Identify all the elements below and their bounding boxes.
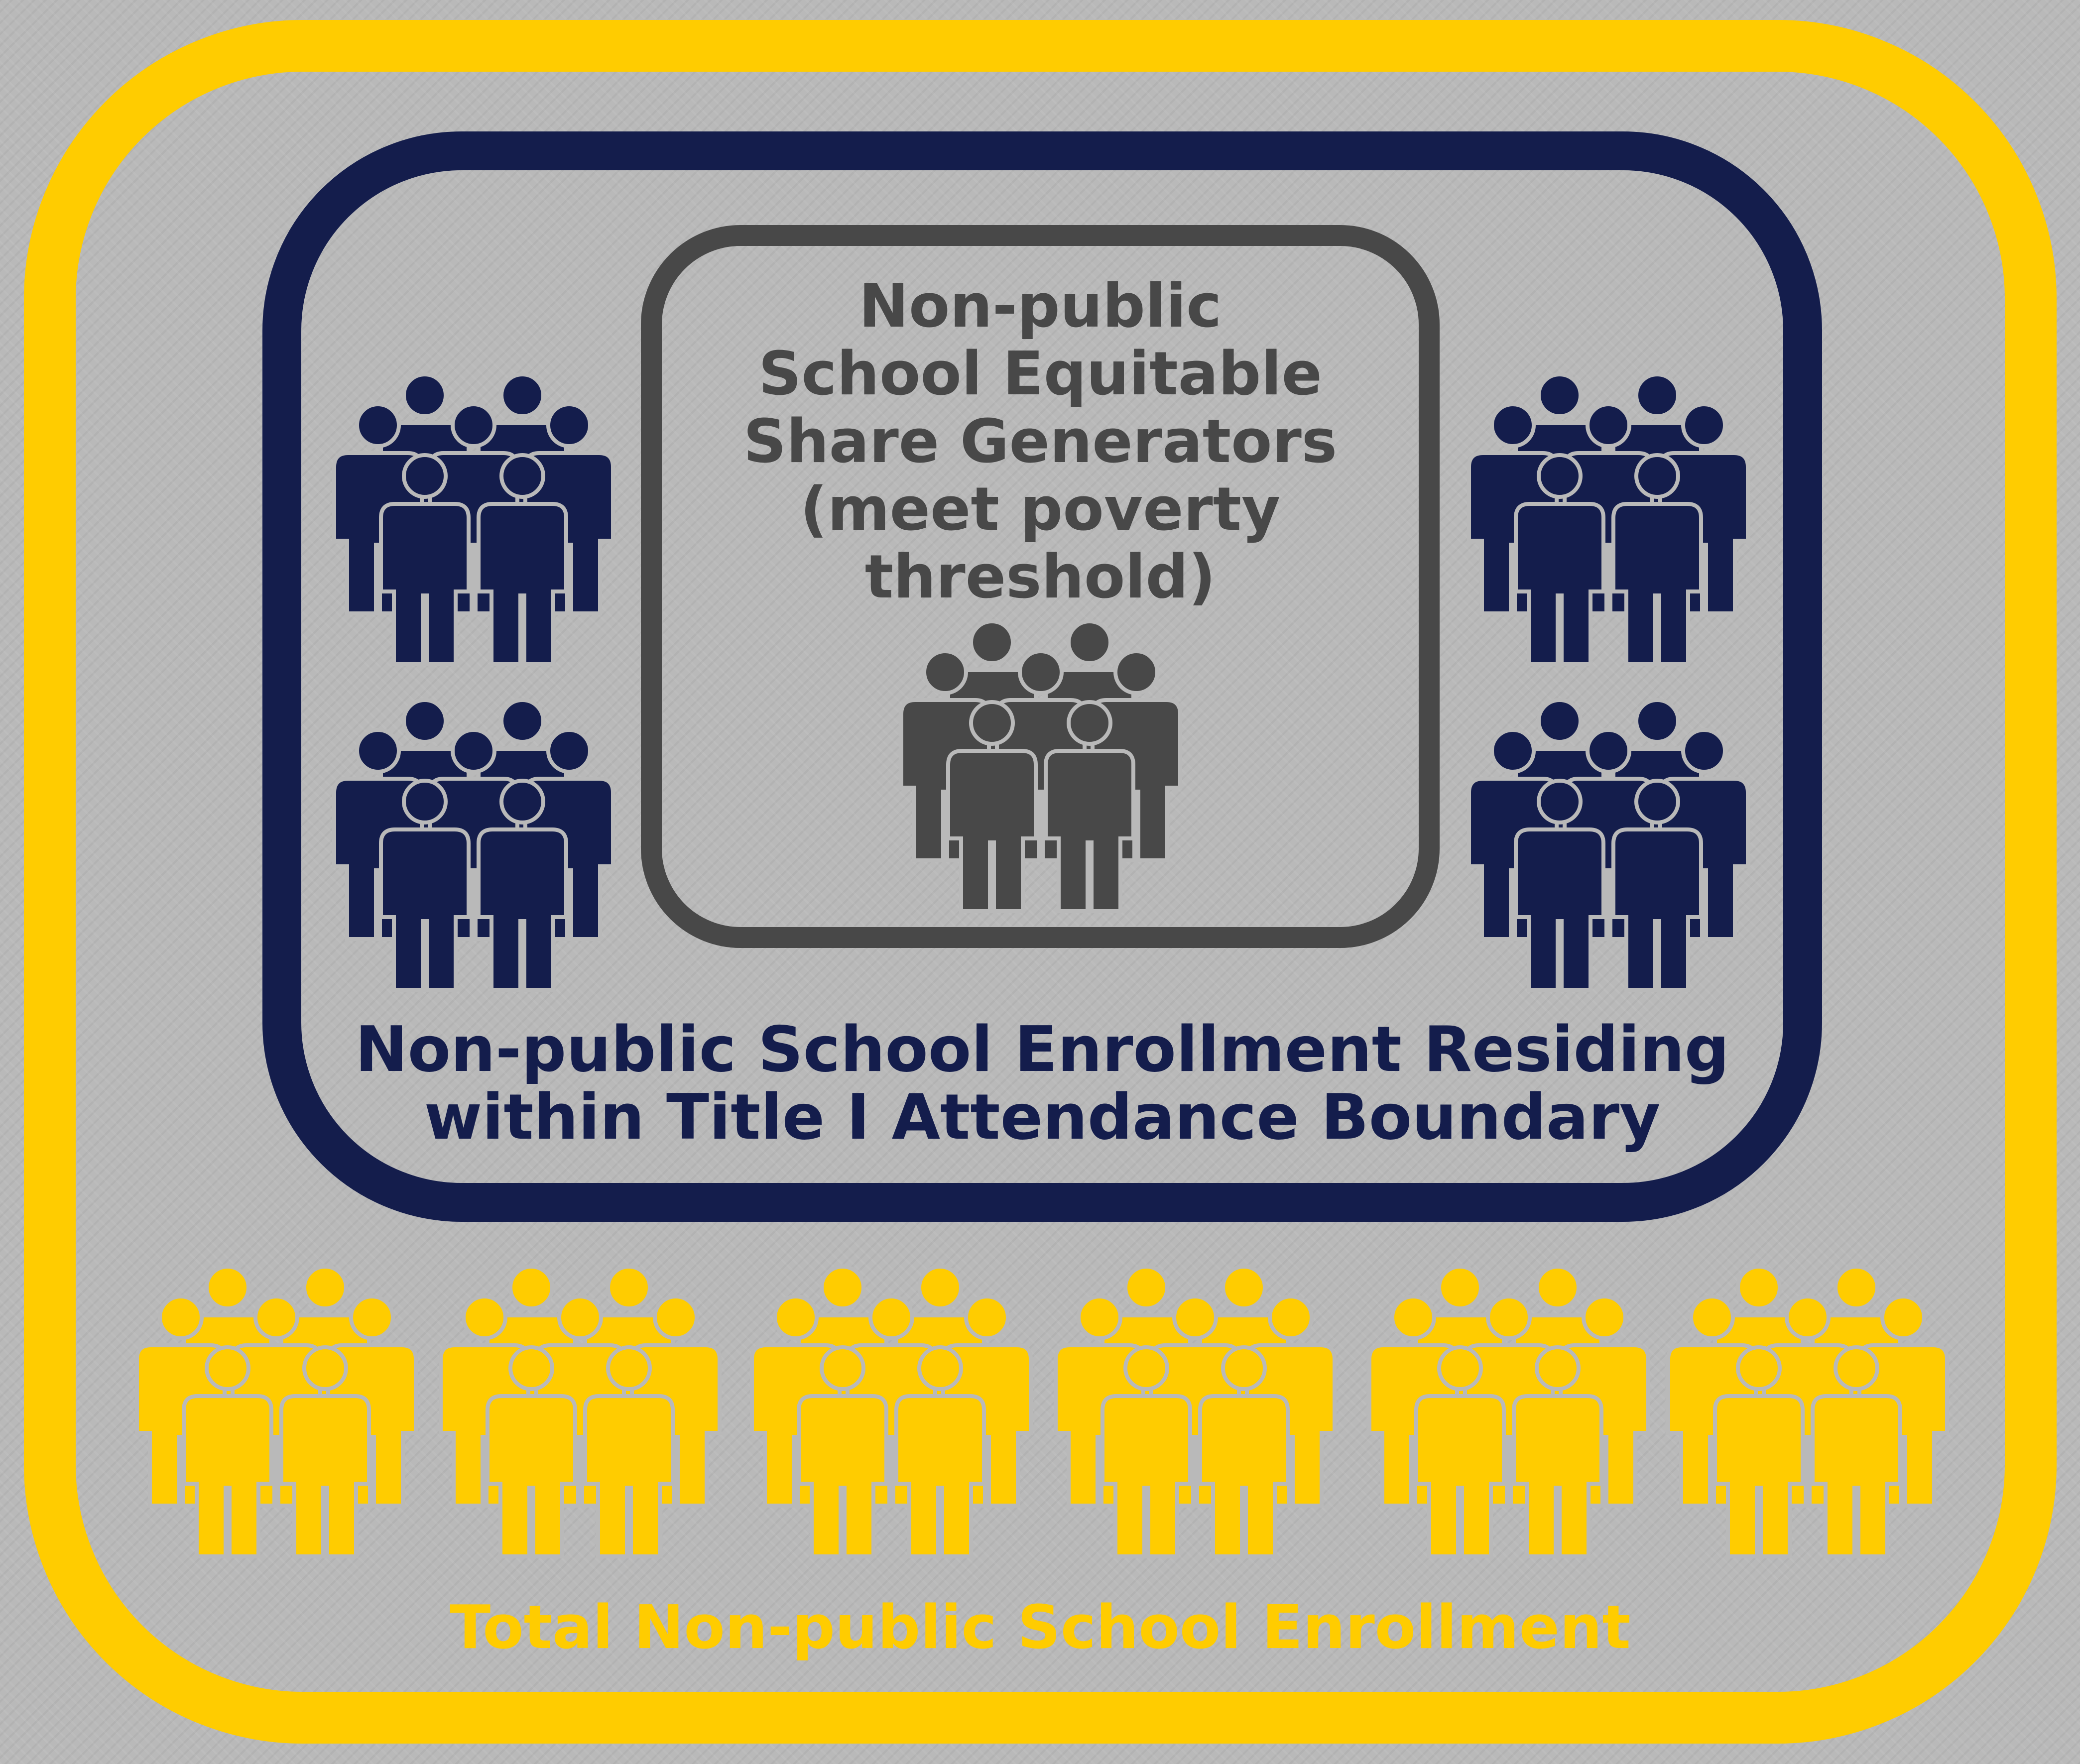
total-enrollment-label: Total Non-public School Enrollment [450, 1593, 1631, 1662]
people-group-icon [897, 612, 1183, 921]
people-group-icon [1664, 1258, 1950, 1566]
people-group-icon [1666, 1265, 1949, 1558]
label-line: within Title I Attendance Boundary [424, 1080, 1661, 1154]
people-group-icon [750, 1265, 1033, 1558]
title-i-boundary-frame [262, 131, 1822, 1222]
label-line: threshold) [864, 543, 1216, 612]
people-group-icon [1365, 1258, 1651, 1566]
people-group-icon [330, 691, 616, 1000]
people-group-icon [135, 1265, 418, 1558]
label-line: (meet poverty [800, 475, 1281, 544]
people-group-icon [748, 1258, 1034, 1566]
people-group-icon [439, 1265, 722, 1558]
people-group-icon [1465, 691, 1751, 1000]
people-group-icon [899, 619, 1182, 913]
title-i-boundary-label: Non-public School Enrollment Residing wi… [301, 1016, 1783, 1151]
people-group-icon [133, 1258, 419, 1566]
people-group-icon [1465, 365, 1751, 674]
people-group-icon [1467, 372, 1750, 666]
people-group-icon [330, 365, 616, 674]
people-group-icon [437, 1258, 723, 1566]
equitable-share-generators-label: Non-public School Equitable Share Genera… [662, 273, 1419, 611]
people-group-icon [332, 372, 615, 666]
people-group-icon [1054, 1265, 1337, 1558]
total-enrollment-frame [24, 20, 2057, 1744]
people-group-icon [1467, 698, 1750, 992]
label-line: Non-public School Enrollment Residing [355, 1013, 1729, 1086]
people-group-icon [1052, 1258, 1338, 1566]
people-group-icon [1367, 1265, 1650, 1558]
equitable-share-generators-frame [641, 225, 1440, 948]
people-group-icon [332, 698, 615, 992]
label-line: School Equitable [758, 340, 1322, 409]
label-line: Share Generators [743, 407, 1338, 476]
label-line: Non-public [858, 272, 1222, 341]
